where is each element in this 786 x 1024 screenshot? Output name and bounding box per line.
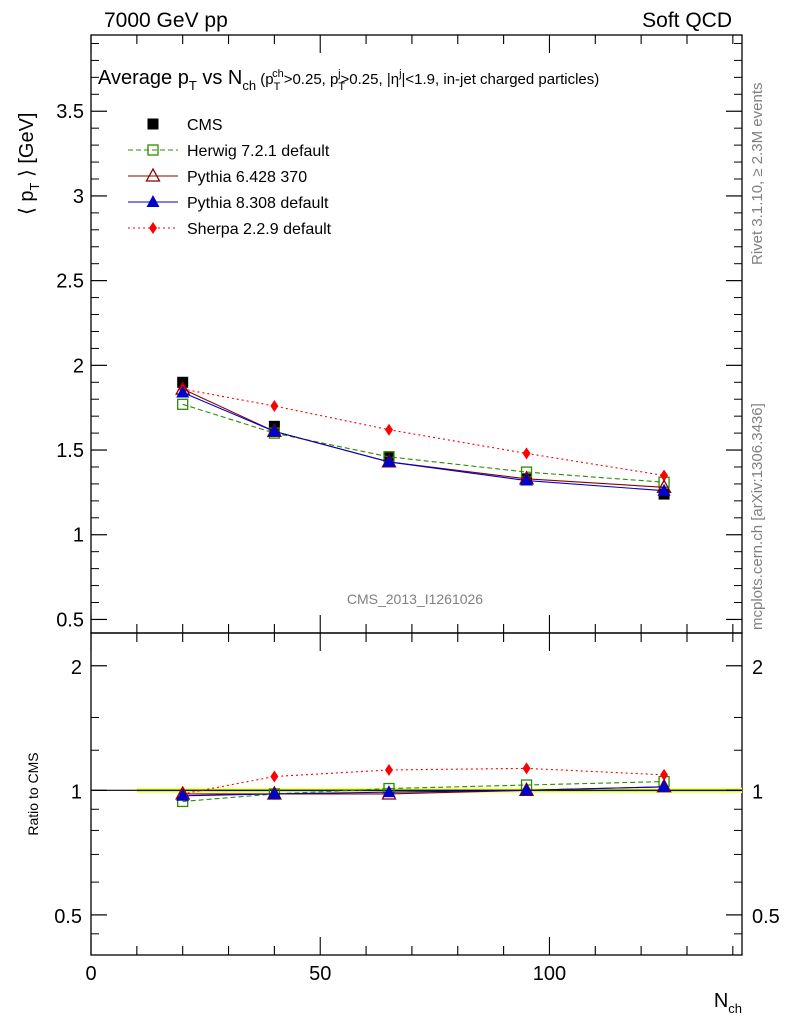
point-pythia8: [382, 454, 396, 467]
ratio-series: [175, 762, 672, 808]
point-pythia8: [267, 424, 281, 437]
x-axis-label: Nch: [714, 990, 742, 1016]
chart-title: Average pT vs Nch (pTch>0.25, pTj>0.25, …: [98, 67, 599, 93]
legend-label: Herwig 7.2.1 default: [187, 143, 330, 160]
legend-item-sherpa: Sherpa 2.2.9 default: [128, 221, 332, 238]
ratio-y-ticks: 0.5 0.5 1 1 2 2: [54, 657, 780, 935]
main-y-tick-label: 0.5: [56, 609, 84, 631]
rivet-label: Rivet 3.1.10, ≥ 2.3M events: [749, 83, 766, 266]
legend-item-herwig: Herwig 7.2.1 default: [128, 143, 330, 160]
legend-item-pythia6: Pythia 6.428 370: [128, 167, 307, 186]
analysis-watermark: CMS_2013_I1261026: [347, 591, 483, 607]
main-y-ticks: 0.5 1 1.5 2 2.5 3 3.5: [56, 42, 742, 631]
ratio-y-tick-label: 0.5: [54, 906, 82, 928]
point-pythia8: [657, 483, 671, 496]
legend-item-cms: CMS: [147, 117, 223, 134]
point-pythia8: [520, 473, 534, 486]
legend: CMS Herwig 7.2.1 default Pythia 6.428 370 P…: [128, 117, 332, 238]
point-pythia8: [382, 785, 396, 798]
legend-marker-pythia6: [145, 167, 161, 182]
x-tick-label: 50: [309, 963, 331, 985]
point-sherpa: [384, 763, 393, 776]
point-sherpa: [522, 447, 531, 460]
ratio-panel: 0.5 0.5 1 1 2 2 0 50 100 Ratio to CMS: [25, 632, 780, 985]
legend-marker-pythia8: [146, 195, 160, 207]
header-right: Soft QCD: [642, 9, 732, 32]
series-line-pythia6: [182, 388, 665, 488]
ratio-y-tick-label: 2: [71, 657, 82, 679]
point-sherpa: [270, 399, 279, 412]
series-line-sherpa: [182, 388, 665, 476]
point-pythia8: [520, 783, 534, 796]
legend-label: CMS: [187, 117, 223, 134]
point-herwig: [177, 398, 189, 410]
point-sherpa: [660, 768, 669, 781]
legend-marker-sherpa: [149, 222, 157, 234]
legend-label: Pythia 8.308 default: [187, 195, 329, 212]
ratio-data-band: [91, 787, 742, 794]
x-tick-label: 100: [533, 963, 566, 985]
legend-label: Pythia 6.428 370: [187, 169, 307, 186]
main-panel: 0.5 1 1.5 2 2.5 3 3.5 CMS_2013_I1261026 Averag…: [16, 34, 743, 634]
ratio-y-axis-label: Ratio to CMS: [25, 752, 41, 835]
main-y-axis-label: ⟨ pT ⟩ [GeV]: [16, 113, 42, 216]
legend-marker-cms: [147, 118, 159, 130]
ratio-y-tick-label: 1: [71, 781, 82, 803]
mcplots-label: mcplots.cern.ch [arXiv:1306.3436]: [749, 403, 766, 630]
point-pythia8: [267, 786, 281, 799]
legend-marker-herwig: [147, 144, 159, 156]
main-y-tick-label: 3: [73, 186, 84, 208]
main-series: [175, 376, 672, 500]
point-pythia8: [657, 779, 671, 792]
point-sherpa: [384, 423, 393, 436]
series-line-herwig: [182, 403, 665, 483]
main-y-tick-label: 2.5: [56, 271, 84, 293]
ratio-frame: [90, 632, 743, 956]
point-sherpa: [660, 469, 669, 482]
main-y-tick-label: 2: [73, 355, 84, 377]
main-y-tick-label: 3.5: [56, 101, 84, 123]
header-left: 7000 GeV pp: [104, 9, 228, 32]
main-x-ticks: [90, 35, 734, 633]
ratio-y-tick-label-right: 2: [752, 657, 763, 679]
legend-label: Sherpa 2.2.9 default: [187, 221, 332, 238]
legend-item-pythia8: Pythia 8.308 default: [128, 195, 329, 212]
ratio-y-tick-label-right: 1: [752, 781, 763, 803]
point-sherpa: [270, 770, 279, 783]
point-pythia8: [176, 385, 190, 398]
series-line-sherpa: [182, 767, 665, 795]
main-y-tick-label: 1: [73, 525, 84, 547]
ratio-y-tick-label-right: 0.5: [752, 906, 780, 928]
ratio-x-ticks: 0 50 100: [85, 633, 734, 985]
main-y-tick-label: 1.5: [56, 440, 84, 462]
series-line-pythia8: [182, 391, 665, 492]
point-sherpa: [522, 762, 531, 775]
point-pythia8: [176, 788, 190, 801]
x-tick-label: 0: [85, 963, 96, 985]
